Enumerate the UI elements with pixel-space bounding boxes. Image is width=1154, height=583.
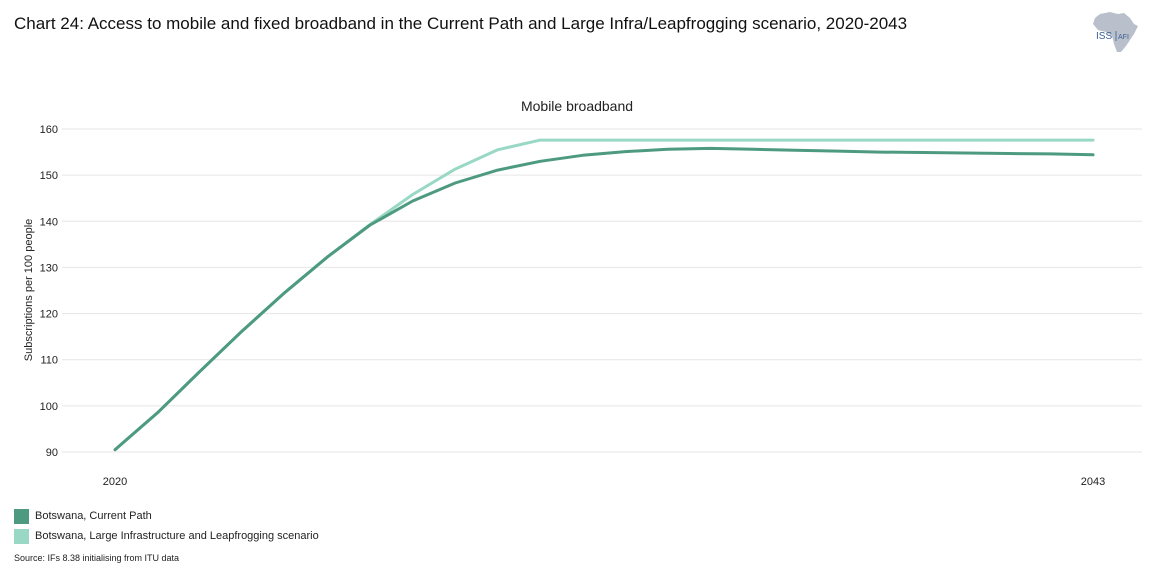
grid-lines	[62, 128, 1142, 453]
x-axis: 2020 2043	[103, 476, 1105, 488]
y-tick-label: 90	[46, 447, 58, 459]
y-axis: 90 100 110 120 130 140 150 160	[40, 124, 58, 459]
y-tick-label: 130	[40, 262, 58, 274]
iss-africa-logo: ISS AFI	[1093, 12, 1138, 52]
logo-afi-text: AFI	[1118, 34, 1129, 41]
africa-map-icon	[1093, 12, 1138, 52]
series-lines	[113, 138, 1095, 452]
series-line-scenario	[113, 138, 1095, 452]
legend-swatch	[14, 508, 29, 524]
legend-label: Botswana, Large Infrastructure and Leapf…	[35, 530, 319, 542]
x-tick-label: 2020	[103, 476, 127, 488]
legend-item-current-path: Botswana, Current Path	[14, 506, 319, 526]
legend-item-scenario: Botswana, Large Infrastructure and Leapf…	[14, 526, 319, 546]
y-tick-label: 150	[40, 170, 58, 182]
chart-title: Chart 24: Access to mobile and fixed bro…	[14, 14, 908, 33]
y-tick-label: 160	[40, 124, 58, 136]
legend-swatch	[14, 528, 29, 544]
chart-subtitle: Mobile broadband	[521, 98, 633, 114]
legend-label: Botswana, Current Path	[35, 510, 152, 522]
y-tick-label: 140	[40, 216, 58, 228]
logo-iss-text: ISS	[1096, 31, 1112, 42]
series-line-current-path	[113, 146, 1095, 452]
y-tick-label: 120	[40, 309, 58, 321]
line-chart: Mobile broadband 90 100 110 120 130 140 150 160…	[23, 98, 1142, 488]
y-tick-label: 110	[40, 355, 58, 367]
legend: Botswana, Current Path Botswana, Large I…	[14, 506, 319, 546]
y-tick-label: 100	[40, 401, 58, 413]
y-axis-label: Subscriptions per 100 people	[23, 219, 35, 361]
source-note: Source: IFs 8.38 initialising from ITU d…	[14, 553, 180, 563]
x-tick-label: 2043	[1081, 476, 1105, 488]
